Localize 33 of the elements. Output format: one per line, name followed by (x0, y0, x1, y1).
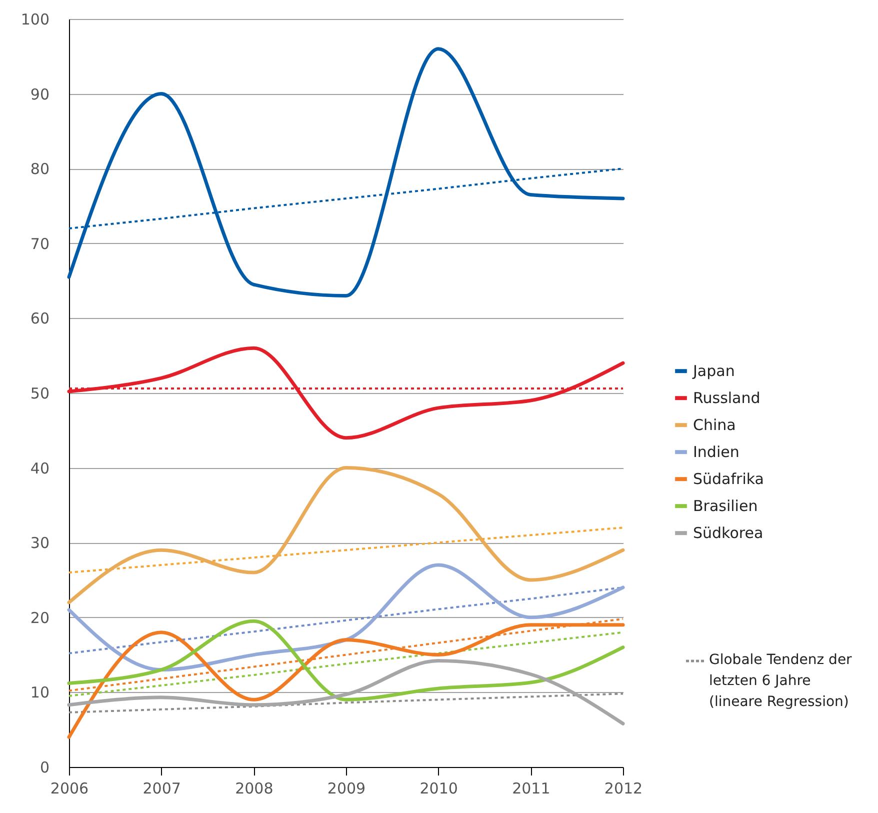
y-tick-label: 70 (30, 234, 50, 253)
legend-label: Russland (693, 389, 760, 408)
line-series (67, 563, 625, 672)
line-series (67, 346, 625, 440)
x-tick-label: 2009 (327, 780, 366, 798)
legend-label: Brasilien (693, 497, 758, 516)
legend-label: Japan (692, 362, 735, 380)
line-series (68, 692, 624, 714)
line-series (68, 526, 624, 574)
y-tick-label: 20 (30, 608, 50, 627)
y-tick-label: 90 (30, 85, 50, 104)
x-tick-label: 2010 (420, 780, 458, 798)
y-tick-label: 30 (30, 534, 50, 552)
y-tick-label: 0 (40, 758, 50, 776)
legend-label: China (693, 416, 736, 434)
y-tick-label: 40 (30, 459, 50, 478)
x-tick-label: 2008 (235, 780, 274, 798)
y-tick-label: 60 (30, 310, 50, 328)
y-tick-label: 50 (30, 384, 50, 402)
y-tick-label: 10 (30, 684, 50, 702)
x-tick-label: 2011 (512, 780, 550, 798)
x-tick-label: 2007 (142, 780, 181, 798)
x-tick-label: 2012 (604, 780, 643, 798)
x-tick-label: 2006 (50, 780, 89, 798)
legend-label: Südkorea (693, 524, 764, 542)
text: Globale Tendenz der letzten 6 Jahre (lineare Regression) (709, 651, 853, 712)
line-series (67, 466, 625, 604)
y-tick-label: 100 (20, 10, 50, 28)
legend-label: Indien (693, 443, 740, 462)
legend-label: Südafrika (693, 470, 764, 488)
line-series (67, 659, 625, 726)
y-tick-label: 80 (30, 160, 50, 178)
line-series (67, 47, 625, 298)
